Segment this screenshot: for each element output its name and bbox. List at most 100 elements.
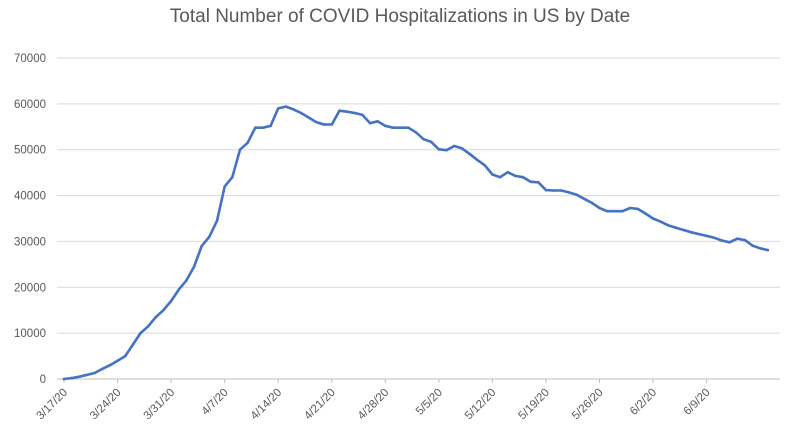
data-point bbox=[766, 248, 770, 252]
data-point bbox=[299, 111, 303, 115]
data-point bbox=[521, 175, 525, 179]
data-point bbox=[62, 377, 66, 381]
data-point bbox=[605, 209, 609, 213]
data-point bbox=[338, 109, 341, 112]
y-tick-label: 70000 bbox=[14, 53, 46, 65]
x-tick-label: 4/14/20 bbox=[249, 387, 285, 423]
data-point bbox=[598, 206, 601, 210]
data-point bbox=[238, 148, 242, 151]
data-point bbox=[322, 123, 326, 126]
data-point bbox=[200, 244, 203, 248]
x-tick-label: 3/31/20 bbox=[142, 387, 178, 423]
data-point bbox=[345, 110, 349, 113]
data-point bbox=[621, 209, 624, 213]
data-point bbox=[644, 212, 647, 215]
data-point bbox=[223, 185, 226, 188]
x-axis-ticks: 3/17/20 3/24/20 3/31/20 4/7/20 4/14/20 4/21/2… bbox=[35, 379, 713, 422]
data-point bbox=[108, 363, 112, 367]
data-point bbox=[613, 209, 617, 213]
data-point bbox=[429, 140, 433, 144]
data-point bbox=[529, 180, 532, 184]
y-tick-label: 20000 bbox=[14, 282, 46, 294]
data-point bbox=[215, 219, 219, 223]
data-point bbox=[452, 144, 456, 148]
data-point bbox=[169, 299, 173, 303]
y-tick-label: 0 bbox=[40, 374, 46, 386]
x-tick-label: 3/24/20 bbox=[88, 387, 124, 423]
data-point bbox=[231, 175, 234, 179]
data-point bbox=[246, 141, 249, 145]
data-point bbox=[690, 231, 693, 234]
data-point bbox=[720, 239, 724, 242]
x-tick-label: 5/5/20 bbox=[414, 387, 445, 418]
data-point bbox=[636, 207, 640, 211]
data-point bbox=[628, 206, 632, 210]
data-point bbox=[315, 120, 318, 124]
data-point bbox=[758, 247, 762, 250]
data-point bbox=[713, 236, 716, 240]
data-point bbox=[361, 113, 364, 117]
x-tick-label: 4/28/20 bbox=[356, 387, 392, 423]
data-point bbox=[491, 173, 494, 176]
data-point bbox=[697, 232, 701, 236]
data-point bbox=[284, 105, 288, 108]
data-point bbox=[460, 147, 464, 150]
data-point bbox=[177, 288, 181, 291]
data-point bbox=[514, 174, 517, 178]
data-point bbox=[70, 376, 73, 380]
data-point bbox=[475, 158, 479, 162]
x-tick-label: 6/9/20 bbox=[682, 387, 713, 418]
data-point bbox=[468, 152, 471, 156]
data-point bbox=[391, 126, 395, 129]
data-point bbox=[414, 131, 418, 134]
data-point bbox=[307, 116, 311, 119]
data-point bbox=[705, 234, 708, 238]
data-point bbox=[667, 224, 670, 227]
data-point bbox=[582, 197, 586, 201]
data-point bbox=[269, 124, 272, 128]
series-line bbox=[62, 105, 770, 381]
data-point bbox=[743, 238, 747, 242]
data-point bbox=[78, 375, 81, 379]
data-point bbox=[544, 188, 548, 192]
data-point bbox=[575, 193, 578, 196]
data-point bbox=[567, 191, 571, 194]
data-point bbox=[445, 148, 448, 152]
x-tick-label: 5/26/20 bbox=[570, 387, 606, 423]
chart-title: Total Number of COVID Hospitalizations i… bbox=[169, 6, 631, 27]
data-point bbox=[537, 181, 540, 184]
y-tick-label: 10000 bbox=[14, 328, 46, 340]
data-point bbox=[131, 343, 135, 346]
data-point bbox=[422, 137, 425, 141]
y-tick-label: 40000 bbox=[14, 191, 46, 203]
data-point bbox=[682, 228, 685, 232]
data-point bbox=[123, 354, 127, 358]
data-point bbox=[353, 111, 357, 115]
data-point bbox=[483, 164, 487, 167]
data-point bbox=[376, 120, 380, 123]
data-point bbox=[254, 126, 257, 129]
data-point bbox=[208, 235, 211, 239]
data-point bbox=[437, 148, 441, 151]
data-point bbox=[399, 126, 402, 129]
y-tick-label: 60000 bbox=[14, 99, 46, 111]
data-point bbox=[728, 241, 731, 244]
data-point bbox=[162, 308, 165, 312]
data-point bbox=[276, 107, 280, 110]
data-point bbox=[560, 189, 563, 192]
y-axis-ticks: 0 10000 20000 30000 40000 50000 60000 70000 bbox=[14, 53, 46, 386]
data-point bbox=[498, 175, 502, 179]
x-tick-label: 4/7/20 bbox=[200, 387, 231, 418]
data-point bbox=[85, 373, 89, 377]
data-point bbox=[93, 371, 96, 375]
data-point bbox=[292, 108, 295, 111]
data-point bbox=[330, 123, 334, 126]
data-point bbox=[651, 217, 655, 220]
data-point bbox=[506, 170, 510, 174]
data-point bbox=[139, 331, 142, 335]
data-point bbox=[407, 126, 410, 129]
data-point bbox=[368, 121, 372, 125]
x-tick-label: 6/2/20 bbox=[628, 387, 659, 418]
data-point bbox=[116, 359, 119, 363]
